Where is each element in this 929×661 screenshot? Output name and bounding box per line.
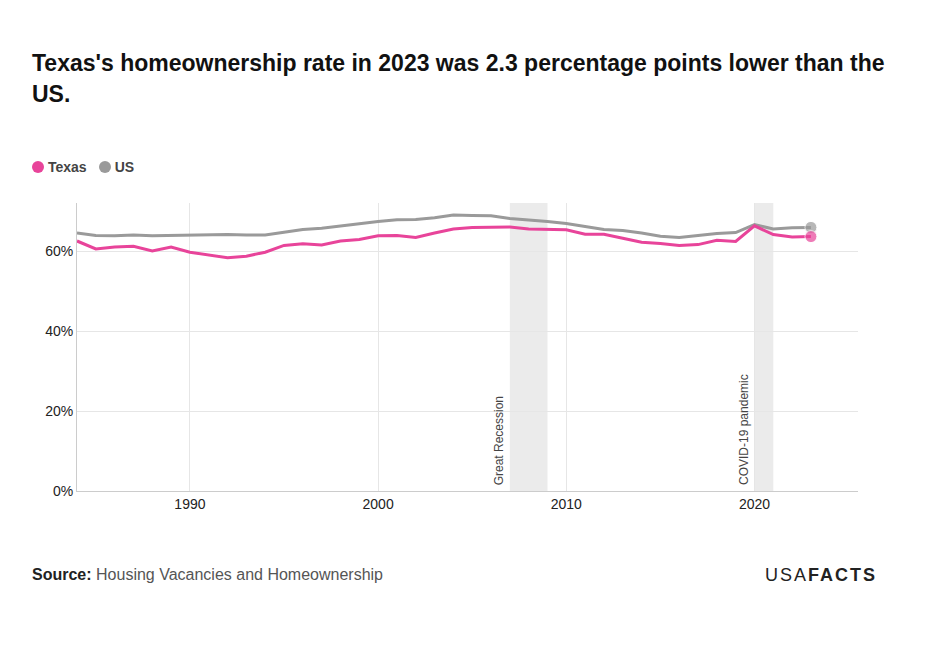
svg-text:2020: 2020 bbox=[739, 496, 770, 512]
html-text:Texas: Texas bbox=[48, 159, 87, 175]
svg-text:0%: 0% bbox=[53, 483, 73, 499]
svg-text:COVID-19 pandemic: COVID-19 pandemic bbox=[737, 374, 751, 485]
svg-text:2010: 2010 bbox=[551, 496, 582, 512]
svg-text:1990: 1990 bbox=[174, 496, 205, 512]
html-text:US: US bbox=[114, 159, 135, 175]
svg-text:60%: 60% bbox=[45, 243, 73, 259]
html-text:Texas's homeownership rate in: Texas's homeownership rate in 2023 was 2… bbox=[32, 50, 885, 107]
html-text:USA FACTS: USA FACTS bbox=[765, 565, 877, 585]
html-text:Source: Housing Vacancies and: Source: Housing Vacancies and Homeowners… bbox=[32, 566, 383, 583]
svg-text:2000: 2000 bbox=[363, 496, 394, 512]
svg-text:40%: 40% bbox=[45, 323, 73, 339]
svg-text:20%: 20% bbox=[45, 403, 73, 419]
svg-text:Great Recession: Great Recession bbox=[492, 396, 506, 485]
